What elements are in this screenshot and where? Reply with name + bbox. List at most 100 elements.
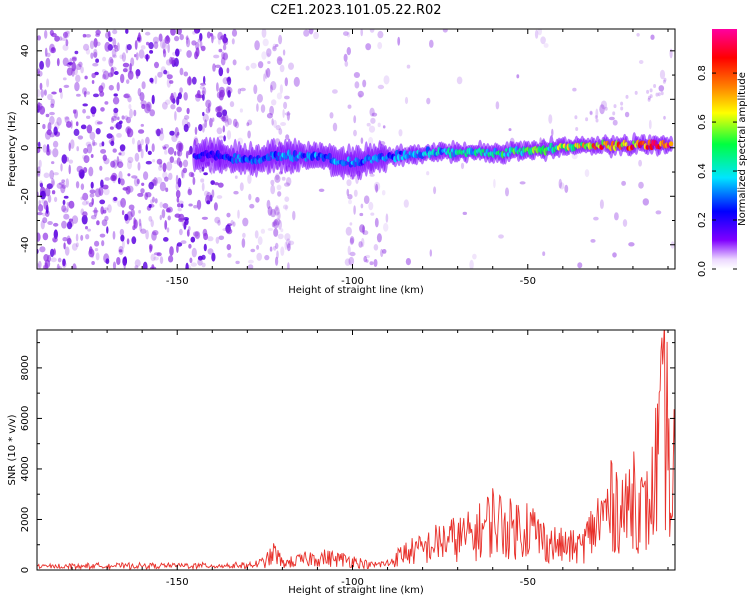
noise-speck — [137, 162, 141, 171]
noise-speck — [199, 85, 205, 90]
noise-speck — [194, 29, 199, 34]
noise-speck — [38, 141, 41, 149]
noise-speck — [646, 89, 650, 94]
noise-speck — [205, 107, 211, 114]
noise-speck — [143, 171, 149, 181]
noise-speck — [99, 91, 105, 97]
noise-speck — [71, 61, 76, 72]
noise-speck — [138, 218, 142, 227]
noise-speck — [194, 126, 198, 135]
noise-speck — [112, 38, 117, 47]
noise-speck — [649, 88, 653, 93]
noise-speck — [173, 160, 179, 165]
y-tick-label: 2000 — [20, 507, 31, 532]
noise-speck — [600, 100, 608, 110]
noise-speck — [211, 189, 215, 198]
noise-speck — [167, 215, 171, 221]
noise-speck — [82, 192, 89, 201]
noise-speck — [271, 99, 277, 106]
noise-speck — [119, 144, 126, 152]
noise-speck — [303, 29, 310, 37]
noise-speck — [61, 154, 68, 164]
noise-speck — [154, 198, 158, 204]
noise-speck — [595, 108, 599, 119]
noise-speck — [78, 169, 85, 179]
noise-speck — [176, 157, 181, 166]
noise-speck — [68, 164, 71, 175]
noise-speck — [353, 205, 356, 215]
noise-speck — [82, 103, 88, 107]
noise-speck — [40, 190, 46, 200]
noise-speck — [58, 182, 65, 186]
noise-speck — [170, 104, 176, 110]
noise-speck — [44, 30, 48, 39]
colorbar-tick-label: 0.0 — [697, 261, 708, 277]
noise-speck — [113, 109, 118, 119]
noise-speck — [348, 199, 352, 205]
noise-speck — [217, 105, 223, 115]
noise-speck — [42, 217, 48, 224]
noise-speck — [117, 116, 120, 121]
noise-speck — [112, 196, 118, 203]
noise-speck — [217, 219, 221, 226]
noise-speck — [221, 51, 225, 60]
noise-speck — [75, 74, 81, 83]
y-tick-label: 20 — [20, 93, 31, 106]
noise-speck — [45, 148, 52, 156]
noise-speck — [267, 227, 274, 231]
noise-speck — [133, 177, 140, 187]
noise-speck — [227, 118, 232, 126]
noise-speck — [82, 154, 87, 160]
noise-speck — [149, 243, 152, 253]
noise-speck — [222, 109, 228, 117]
noise-speck — [262, 38, 269, 47]
noise-speck — [175, 143, 183, 151]
noise-speck — [280, 228, 284, 233]
noise-speck — [382, 249, 387, 254]
noise-speck — [84, 75, 88, 80]
noise-speck — [382, 125, 386, 129]
noise-speck — [186, 34, 189, 45]
noise-speck — [88, 166, 94, 177]
noise-speck — [174, 35, 180, 42]
noise-speck — [347, 194, 353, 200]
noise-speck — [149, 109, 155, 117]
noise-speck — [498, 234, 504, 239]
noise-speck — [177, 177, 182, 188]
noise-speck — [202, 87, 207, 96]
noise-speck — [100, 107, 105, 112]
noise-speck — [362, 79, 367, 88]
noise-speck — [37, 263, 40, 269]
noise-speck — [89, 131, 96, 141]
noise-speck — [110, 140, 115, 147]
noise-speck — [80, 124, 87, 130]
noise-speck — [365, 254, 371, 259]
noise-speck — [185, 37, 191, 48]
noise-speck — [151, 143, 155, 153]
noise-speck — [284, 241, 288, 250]
noise-speck — [135, 70, 139, 79]
noise-speck — [655, 92, 659, 97]
noise-speck — [88, 202, 94, 208]
noise-speck — [222, 228, 229, 232]
noise-speck — [186, 50, 192, 58]
x-tick-label: -50 — [520, 577, 536, 588]
noise-speck — [508, 128, 512, 132]
noise-speck — [353, 189, 358, 197]
noise-speck — [285, 134, 290, 140]
noise-speck — [256, 244, 260, 250]
noise-speck — [46, 129, 52, 136]
noise-speck — [126, 79, 130, 84]
noise-speck — [213, 54, 220, 59]
noise-speck — [113, 71, 119, 75]
noise-speck — [125, 126, 132, 135]
noise-speck — [272, 43, 277, 50]
noise-speck — [52, 148, 59, 158]
noise-speck — [239, 87, 246, 92]
noise-speck — [636, 33, 640, 37]
noise-speck — [332, 89, 338, 94]
noise-speck — [102, 69, 106, 73]
noise-speck — [162, 146, 167, 150]
noise-speck — [114, 47, 119, 52]
noise-speck — [111, 172, 118, 182]
